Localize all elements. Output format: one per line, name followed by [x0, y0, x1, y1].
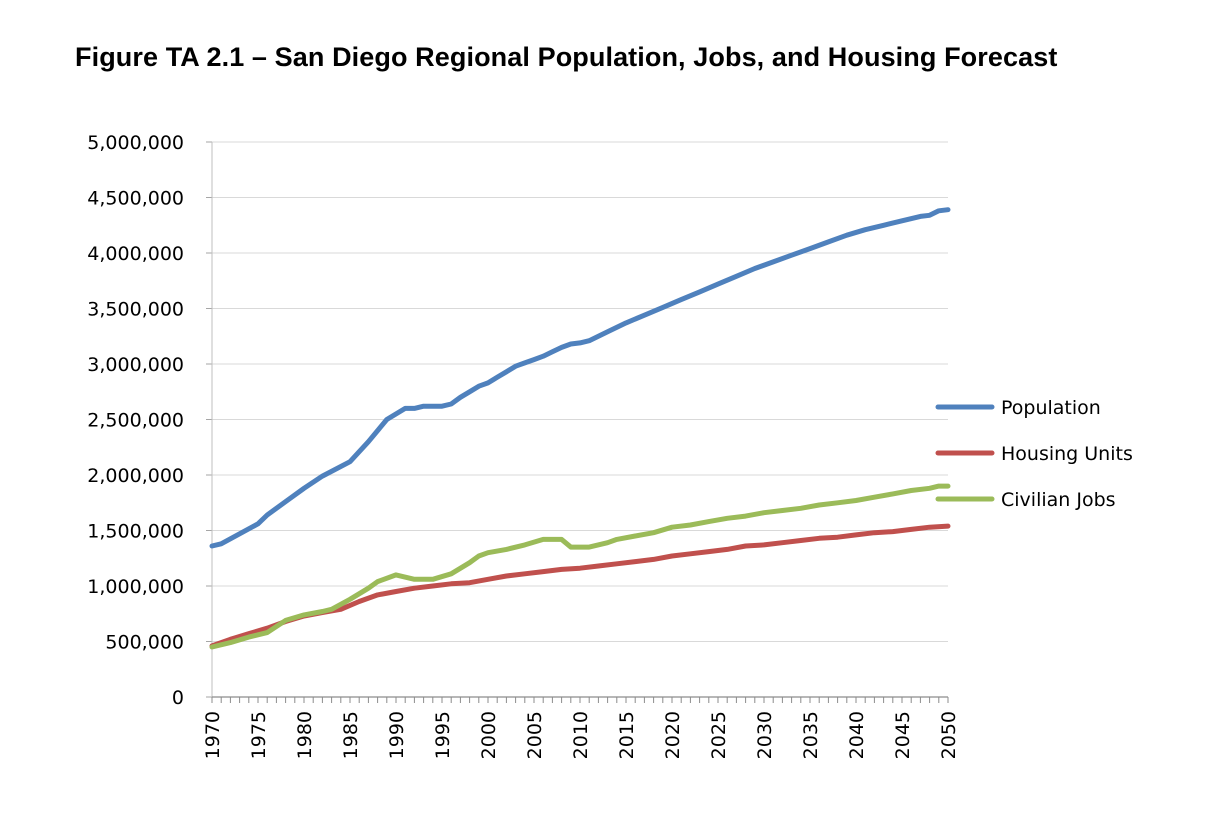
series-lines	[209, 207, 951, 650]
x-tick-label: 2035	[800, 711, 822, 759]
y-tick-label: 0	[172, 687, 184, 709]
legend: Population Housing Units Civilian Jobs	[935, 397, 1133, 511]
x-tick-label: 2020	[662, 711, 684, 759]
y-tick-label: 4,500,000	[87, 188, 184, 210]
y-tick-label: 1,500,000	[87, 521, 184, 543]
x-tick-label: 1985	[340, 711, 362, 759]
y-axis-tick-labels: 0 500,000 1,000,000 1,500,000 2,000,000 2,500…	[87, 132, 184, 709]
x-tick-label: 2025	[708, 711, 730, 759]
y-tick-label: 1,000,000	[87, 576, 184, 598]
y-tick-label: 4,000,000	[87, 243, 184, 265]
chart-title: Figure TA 2.1 – San Diego Regional Popul…	[75, 42, 1058, 72]
gridlines	[212, 141, 948, 642]
x-tick-label: 2045	[892, 711, 914, 759]
x-tick-label: 2010	[570, 711, 592, 759]
x-tick-label: 2005	[524, 711, 546, 759]
x-tick-label: 2050	[938, 711, 960, 759]
axes	[206, 141, 949, 703]
y-tick-label: 2,000,000	[87, 465, 184, 487]
x-tick-label: 2030	[754, 711, 776, 759]
x-tick-label: 1990	[386, 711, 408, 759]
y-tick-label: 2,500,000	[87, 410, 184, 432]
x-tick-label: 2015	[616, 711, 638, 759]
legend-label: Housing Units	[1001, 443, 1133, 465]
x-tick-label: 1995	[432, 711, 454, 759]
legend-label: Civilian Jobs	[1001, 489, 1116, 511]
x-tick-label: 2040	[846, 711, 868, 759]
series-line-population	[209, 207, 951, 549]
y-tick-label: 500,000	[105, 632, 184, 654]
y-tick-label: 3,000,000	[87, 354, 184, 376]
x-tick-label: 1980	[294, 711, 316, 759]
x-tick-label: 2000	[478, 711, 500, 759]
x-tick-label: 1970	[202, 711, 224, 759]
series-line-civilian-jobs	[209, 483, 951, 650]
x-axis-tick-labels: 1970 1975 1980 1985 1990 1995 2000 2005 2010 2015…	[202, 711, 960, 759]
y-tick-label: 3,500,000	[87, 299, 184, 321]
legend-label: Population	[1001, 397, 1101, 419]
x-tick-label: 1975	[248, 711, 270, 759]
y-tick-label: 5,000,000	[87, 132, 184, 154]
